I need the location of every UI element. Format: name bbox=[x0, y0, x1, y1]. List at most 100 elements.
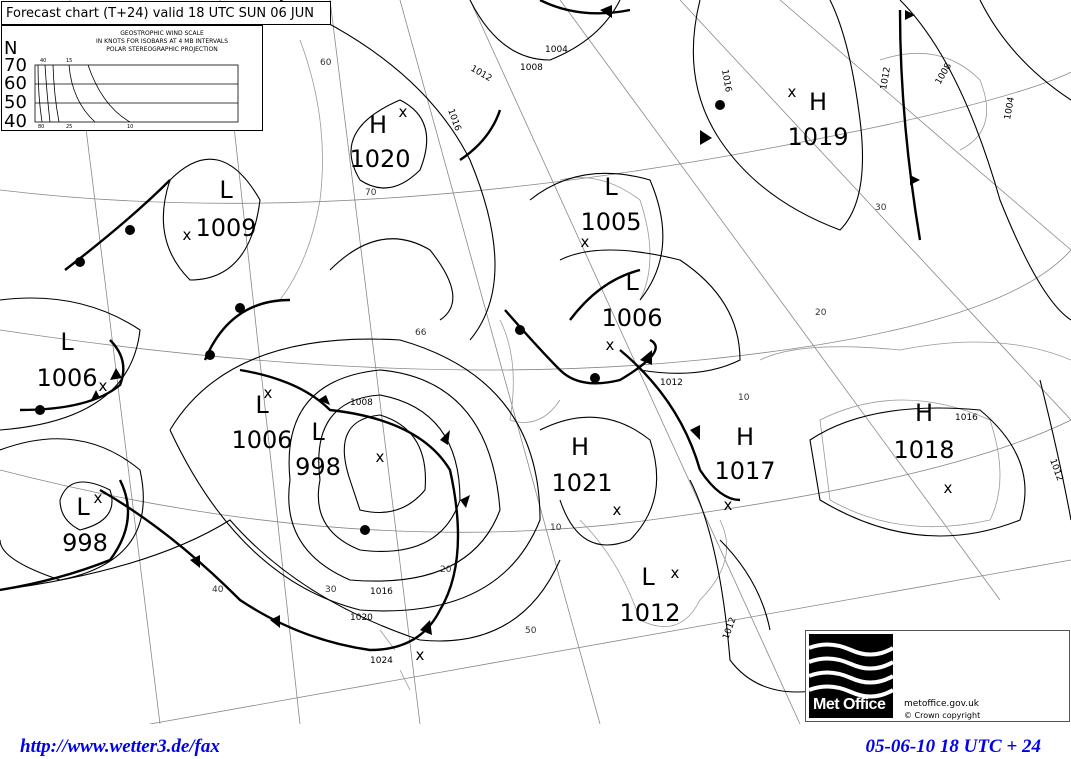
svg-text:1008: 1008 bbox=[934, 61, 954, 86]
scale-heading: GEOSTROPHIC WIND SCALE bbox=[120, 30, 204, 37]
pressure-centre: H 1020 bbox=[349, 111, 410, 173]
svg-text:L: L bbox=[255, 391, 269, 419]
svg-text:x: x bbox=[581, 233, 590, 251]
run-time-label: 05-06-10 18 UTC + 24 bbox=[865, 736, 1041, 757]
svg-text:x: x bbox=[183, 226, 192, 244]
svg-text:L: L bbox=[625, 268, 639, 296]
svg-text:1012: 1012 bbox=[879, 66, 893, 90]
svg-text:x: x bbox=[416, 646, 425, 664]
svg-text:L: L bbox=[60, 328, 74, 356]
svg-text:1005: 1005 bbox=[580, 208, 641, 236]
svg-text:x: x bbox=[399, 103, 408, 121]
svg-text:20: 20 bbox=[815, 308, 827, 318]
pressure-centre: H 1019 bbox=[787, 88, 848, 151]
svg-text:1012: 1012 bbox=[469, 64, 494, 84]
svg-text:x: x bbox=[944, 479, 953, 497]
copyright-icon: © bbox=[904, 711, 915, 720]
svg-text:70: 70 bbox=[365, 188, 377, 198]
svg-text:x: x bbox=[788, 83, 797, 101]
met-office-site: metoffice.gov.uk bbox=[904, 699, 980, 709]
svg-text:H: H bbox=[915, 399, 933, 427]
svg-text:L: L bbox=[219, 176, 233, 204]
svg-text:60: 60 bbox=[320, 58, 332, 68]
svg-text:66: 66 bbox=[415, 328, 427, 338]
svg-text:x: x bbox=[94, 489, 103, 507]
svg-text:1006: 1006 bbox=[231, 426, 292, 454]
svg-text:x: x bbox=[671, 564, 680, 582]
svg-text:1012: 1012 bbox=[721, 616, 738, 641]
scale-graph: 40 15 80 25 10 bbox=[34, 58, 239, 130]
coastlines bbox=[279, 39, 1071, 691]
copyright: © Crown copyright bbox=[904, 711, 981, 720]
svg-text:1012: 1012 bbox=[619, 599, 680, 627]
svg-text:40: 40 bbox=[40, 58, 46, 64]
svg-text:x: x bbox=[376, 448, 385, 466]
svg-text:1006: 1006 bbox=[601, 304, 662, 332]
svg-text:10: 10 bbox=[127, 124, 133, 130]
svg-text:1018: 1018 bbox=[893, 436, 954, 464]
svg-text:1012: 1012 bbox=[1047, 458, 1064, 483]
svg-text:1008: 1008 bbox=[520, 63, 543, 73]
svg-text:1024: 1024 bbox=[370, 656, 393, 666]
graticule bbox=[0, 0, 1071, 724]
geostrophic-wind-scale: GEOSTROPHIC WIND SCALE IN KNOTS FOR ISOB… bbox=[1, 25, 263, 131]
source-link[interactable]: http://www.wetter3.de/fax bbox=[20, 736, 220, 757]
latitude-labels: 70 66 60 50 40 30 20 10 20 30 10 bbox=[212, 58, 887, 636]
pressure-centre: L 1012 bbox=[619, 563, 680, 627]
svg-text:1006: 1006 bbox=[36, 364, 97, 392]
svg-text:80: 80 bbox=[38, 124, 44, 130]
svg-text:1009: 1009 bbox=[195, 214, 256, 242]
svg-text:1016: 1016 bbox=[445, 108, 462, 133]
svg-text:H: H bbox=[809, 88, 827, 116]
pressure-centre: L 1009 bbox=[195, 176, 256, 242]
svg-text:L: L bbox=[311, 418, 325, 446]
lat-40: 40 bbox=[4, 111, 27, 132]
svg-text:x: x bbox=[724, 496, 733, 514]
pressure-centre: L 1006 bbox=[231, 391, 292, 454]
svg-text:1017: 1017 bbox=[714, 457, 775, 485]
svg-text:1020: 1020 bbox=[350, 613, 373, 623]
met-office-logo: Met Office bbox=[809, 634, 893, 718]
svg-text:1016: 1016 bbox=[955, 413, 978, 423]
front-symbols bbox=[35, 5, 920, 635]
chart-title: Forecast chart (T+24) valid 18 UTC SUN 0… bbox=[1, 1, 331, 45]
svg-text:1012: 1012 bbox=[660, 378, 683, 388]
svg-text:10: 10 bbox=[738, 393, 750, 403]
svg-text:998: 998 bbox=[295, 453, 341, 481]
svg-text:1016: 1016 bbox=[370, 587, 393, 597]
svg-text:10: 10 bbox=[550, 523, 562, 533]
svg-text:1016: 1016 bbox=[719, 69, 733, 94]
pressure-centre: L 1006 bbox=[601, 268, 662, 332]
svg-text:1008: 1008 bbox=[350, 398, 373, 408]
svg-text:x: x bbox=[99, 377, 108, 395]
pressure-centre: L 1006 bbox=[36, 328, 97, 392]
svg-text:1020: 1020 bbox=[349, 145, 410, 173]
north-label: N bbox=[4, 38, 18, 59]
lat-70: 70 bbox=[4, 55, 27, 76]
centre-markers: x x x x x x x x x x x x x x bbox=[94, 83, 953, 664]
pressure-centre: L 998 bbox=[62, 493, 108, 557]
svg-text:L: L bbox=[76, 493, 90, 521]
svg-text:20: 20 bbox=[440, 565, 452, 575]
pressure-centre: L 998 bbox=[295, 418, 341, 481]
svg-text:1021: 1021 bbox=[551, 469, 612, 497]
svg-text:40: 40 bbox=[212, 585, 224, 595]
svg-text:998: 998 bbox=[62, 529, 108, 557]
svg-text:x: x bbox=[264, 384, 273, 402]
svg-text:1004: 1004 bbox=[1003, 96, 1017, 121]
svg-text:x: x bbox=[606, 336, 615, 354]
projection-label: POLAR STEREOGRAPHIC PROJECTION bbox=[106, 46, 218, 53]
svg-text:25: 25 bbox=[66, 124, 72, 130]
svg-text:H: H bbox=[571, 433, 589, 461]
lat-50: 50 bbox=[4, 92, 27, 113]
svg-text:50: 50 bbox=[525, 626, 537, 636]
isobars bbox=[0, 0, 1071, 693]
svg-text:H: H bbox=[736, 423, 754, 451]
met-office-logo-box: Met Office metoffice.gov.uk © Crown copy… bbox=[805, 630, 1070, 722]
scale-subheading: IN KNOTS FOR ISOBARS AT 4 MB INTERVALS bbox=[95, 38, 228, 45]
pressure-centre: L 1005 bbox=[580, 173, 641, 236]
svg-text:L: L bbox=[604, 173, 618, 201]
logo-wordmark: Met Office bbox=[813, 696, 886, 713]
svg-text:30: 30 bbox=[325, 585, 337, 595]
